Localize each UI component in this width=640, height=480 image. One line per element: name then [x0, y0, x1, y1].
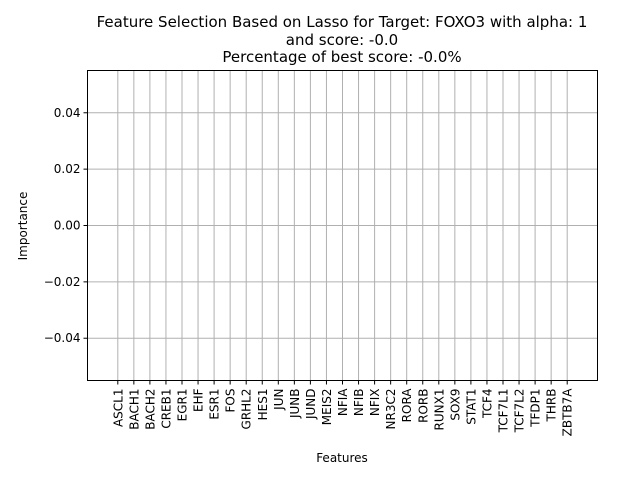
x-tick-label: RORB: [416, 389, 430, 423]
x-tick-label: EHF: [192, 388, 206, 412]
y-tick-label: 0.02: [54, 162, 81, 176]
x-tick-label: TCF4: [480, 389, 494, 420]
x-tick-label: GRHL2: [240, 389, 254, 430]
x-tick-label: SOX9: [448, 389, 462, 421]
y-tick-label: −0.02: [44, 275, 81, 289]
chart-title-line-2: and score: -0.0: [286, 31, 398, 49]
x-tick-label: TCF7L1: [497, 389, 511, 434]
y-axis-ticks: 0.04 0.02 0.00 −0.02 −0.04: [44, 106, 88, 345]
x-tick-label: TCF7L2: [513, 389, 527, 434]
x-tick-label: NFIA: [336, 388, 350, 416]
x-tick-label: HES1: [256, 389, 270, 421]
x-tick-label: RORA: [400, 388, 414, 423]
x-tick-label: RUNX1: [432, 389, 446, 431]
x-tick-label: STAT1: [464, 389, 478, 425]
x-tick-label: THRB: [545, 389, 559, 423]
x-axis-label: Features: [316, 451, 368, 465]
chart-title-line-1: Feature Selection Based on Lasso for Tar…: [97, 13, 588, 31]
x-tick-label: MEIS2: [320, 389, 334, 426]
x-tick-label: JUND: [304, 389, 318, 421]
x-gridlines: [117, 70, 568, 381]
y-axis-label: Importance: [16, 192, 30, 261]
x-tick-label: NR3C2: [384, 389, 398, 430]
y-tick-label: −0.04: [44, 331, 81, 345]
x-tick-label: NFIB: [352, 389, 366, 417]
x-tick-label: FOS: [224, 389, 238, 413]
chart-title: Feature Selection Based on Lasso for Tar…: [97, 13, 588, 66]
x-tick-label: CREB1: [159, 389, 173, 429]
x-tick-label: ZBTB7A: [561, 388, 575, 437]
x-axis-ticks: ASCL1 BACH1 BACH2 CREB1 EGR1 EHF ESR1 FOS GRHL2 H…: [111, 380, 575, 437]
x-tick-label: TFDP1: [529, 389, 543, 428]
x-tick-label: JUNB: [288, 389, 302, 420]
x-tick-label: BACH1: [127, 389, 141, 430]
x-tick-label: EGR1: [176, 389, 190, 422]
y-tick-label: 0.00: [54, 219, 81, 233]
x-tick-label: JUN: [272, 389, 286, 411]
y-tick-label: 0.04: [54, 106, 81, 120]
x-tick-label: BACH2: [143, 389, 157, 430]
x-tick-label: ASCL1: [111, 389, 125, 428]
x-tick-label: NFIX: [368, 389, 382, 417]
x-tick-label: ESR1: [208, 389, 222, 420]
chart-title-line-3: Percentage of best score: -0.0%: [222, 48, 461, 66]
